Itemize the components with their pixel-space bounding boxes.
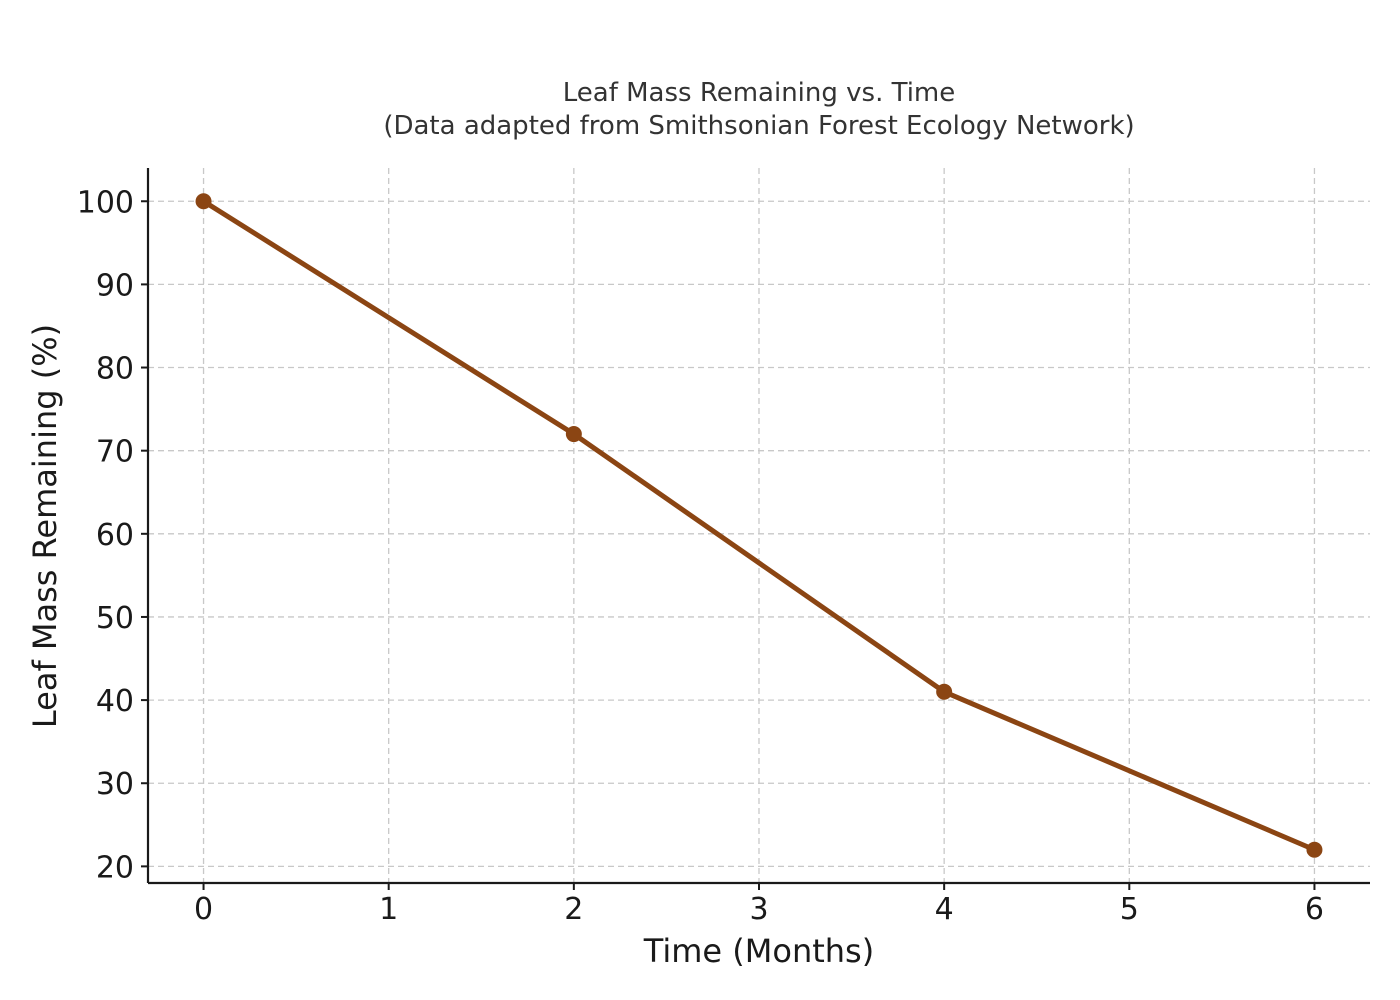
- x-tick-label: 5: [1120, 892, 1139, 927]
- x-tick-label: 3: [749, 892, 768, 927]
- x-tick-label: 1: [379, 892, 398, 927]
- chart-subtitle: (Data adapted from Smithsonian Forest Ec…: [383, 111, 1134, 141]
- y-tick-label: 30: [96, 767, 134, 802]
- y-tick-label: 60: [96, 518, 134, 553]
- x-tick-label: 4: [935, 892, 954, 927]
- y-tick-label: 90: [96, 268, 134, 303]
- data-point: [1306, 841, 1323, 858]
- tick-labels: 0 1 2 3 4 5 6 20 30 40 50 60 70 80 90 100: [77, 185, 1324, 927]
- y-tick-label: 40: [96, 684, 134, 719]
- data-point: [195, 193, 212, 210]
- y-tick-label: 80: [96, 352, 134, 387]
- x-tick-label: 2: [564, 892, 583, 927]
- data-point: [936, 683, 953, 700]
- series: [195, 193, 1323, 858]
- series-line: [201, 198, 1317, 853]
- y-tick-label: 70: [96, 435, 134, 470]
- y-axis-label: Leaf Mass Remaining (%): [26, 324, 64, 728]
- y-tick-label: 20: [96, 850, 134, 885]
- chart-title: Leaf Mass Remaining vs. Time: [563, 78, 956, 108]
- x-axis-label: Time (Months): [643, 932, 874, 970]
- y-tick-label: 50: [96, 601, 134, 636]
- y-tick-label: 100: [77, 185, 134, 220]
- grid: [148, 168, 1370, 883]
- axes: [141, 168, 1370, 890]
- x-tick-label: 0: [194, 892, 213, 927]
- x-tick-label: 6: [1305, 892, 1324, 927]
- data-point: [565, 426, 582, 443]
